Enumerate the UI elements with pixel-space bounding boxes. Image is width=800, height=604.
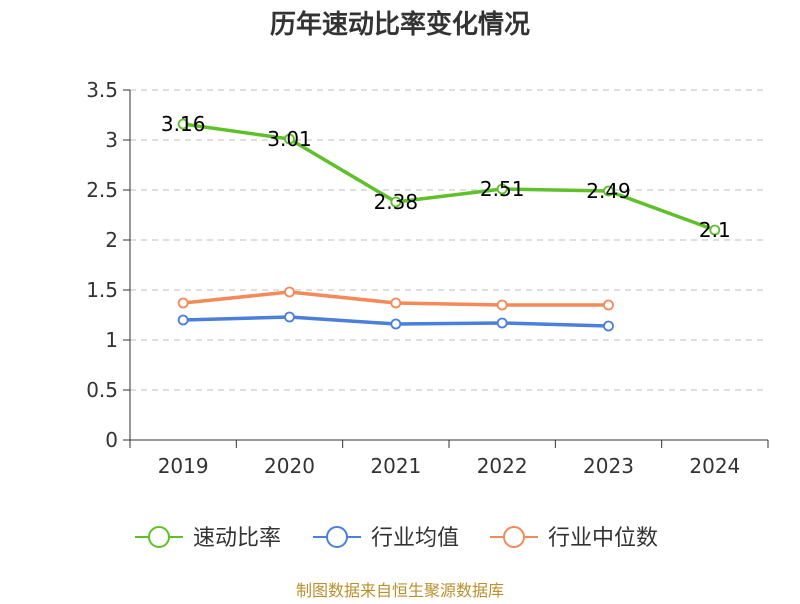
y-tick-label: 2 bbox=[105, 228, 118, 252]
legend-label: 行业均值 bbox=[371, 526, 459, 551]
y-tick-label: 1.5 bbox=[86, 278, 118, 302]
data-point bbox=[177, 118, 189, 130]
x-tick-label: 2019 bbox=[158, 454, 209, 478]
y-tick-label: 0 bbox=[105, 428, 118, 452]
data-point bbox=[496, 317, 508, 329]
data-point bbox=[390, 318, 402, 330]
data-label: 2.38 bbox=[374, 190, 419, 214]
y-tick-label: 2.5 bbox=[86, 178, 118, 202]
data-point bbox=[390, 297, 402, 309]
axes: 0 0.5 1 1.5 2 2.5 3 3.5 2019 2020 2021 2022 2023 2024 bbox=[86, 78, 769, 478]
legend: 速动比率 行业均值 行业中位数 bbox=[135, 526, 658, 551]
data-point bbox=[284, 133, 295, 145]
series-group bbox=[177, 118, 721, 332]
source-note: 制图数据来自恒生聚源数据库 bbox=[296, 581, 504, 600]
y-tick-label: 3 bbox=[105, 128, 118, 152]
data-point bbox=[603, 185, 614, 197]
legend-label: 速动比率 bbox=[193, 526, 281, 551]
y-tick-label: 3.5 bbox=[86, 78, 118, 102]
y-tick-label: 0.5 bbox=[86, 378, 118, 402]
data-label: 2.1 bbox=[699, 218, 731, 242]
data-point bbox=[709, 224, 721, 236]
x-tick-label: 2020 bbox=[264, 454, 315, 478]
data-point bbox=[603, 320, 614, 332]
chart-title: 历年速动比率变化情况 bbox=[270, 9, 530, 40]
data-point bbox=[284, 286, 295, 298]
data-labels: 3.16 3.01 2.38 2.51 2.49 2.1 bbox=[161, 112, 731, 242]
x-tick-label: 2021 bbox=[370, 454, 421, 478]
data-label: 3.01 bbox=[267, 127, 312, 151]
legend-swatch-marker bbox=[148, 526, 170, 548]
data-point bbox=[177, 314, 189, 326]
data-point bbox=[603, 299, 614, 311]
data-label: 2.49 bbox=[586, 179, 631, 203]
data-point bbox=[390, 196, 402, 208]
x-tick-label: 2024 bbox=[689, 454, 740, 478]
data-point bbox=[496, 183, 508, 195]
data-label: 2.51 bbox=[480, 177, 525, 201]
legend-swatch-marker bbox=[503, 526, 525, 548]
data-point bbox=[284, 311, 295, 323]
data-point bbox=[177, 297, 189, 309]
data-point bbox=[496, 299, 508, 311]
series-line bbox=[182, 122, 716, 232]
data-label: 3.16 bbox=[161, 112, 206, 136]
x-tick-label: 2022 bbox=[477, 454, 528, 478]
x-tick-label: 2023 bbox=[583, 454, 634, 478]
y-tick-label: 1 bbox=[105, 328, 118, 352]
gridlines bbox=[130, 89, 768, 391]
legend-swatch-marker bbox=[326, 526, 348, 548]
legend-label: 行业中位数 bbox=[548, 526, 658, 551]
